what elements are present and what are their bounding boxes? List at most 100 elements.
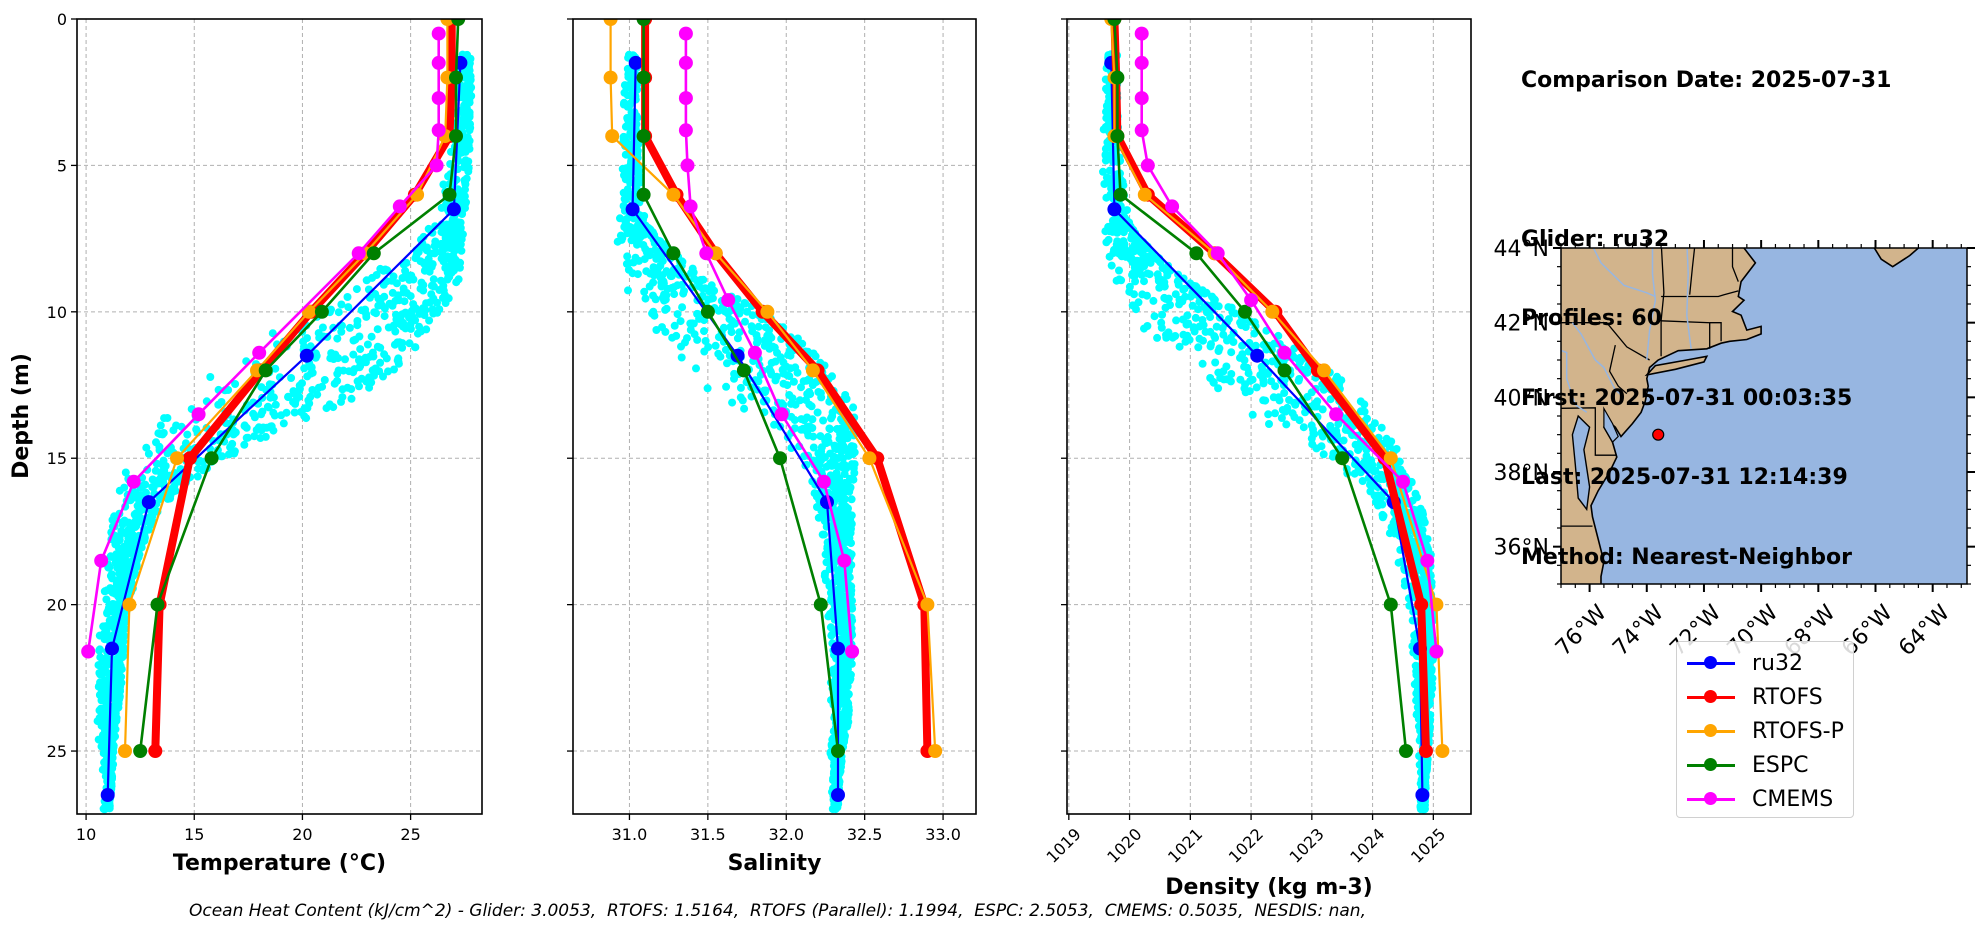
y-axis: 0 5 10 15 20 25	[47, 10, 77, 761]
glider-point	[700, 327, 708, 336]
glider-point	[1107, 261, 1116, 270]
glider-point	[677, 342, 685, 351]
glider-point	[463, 120, 472, 129]
glider-point	[842, 464, 851, 473]
x-tick-label: 1021	[1164, 824, 1206, 866]
lat-tick-label: 38°N	[1494, 461, 1549, 486]
glider-point	[793, 334, 802, 343]
series-ru32	[625, 55, 845, 802]
glider-point	[148, 483, 157, 492]
glider-point	[333, 376, 342, 385]
series-marker	[666, 246, 681, 261]
series-marker	[862, 451, 877, 466]
glider-point	[206, 373, 215, 381]
glider-point	[400, 297, 409, 306]
glider-point	[716, 352, 725, 361]
glider-point	[353, 321, 362, 330]
glider-point	[719, 323, 728, 332]
glider-point	[820, 572, 829, 580]
glider-point	[816, 389, 825, 398]
glider-point	[108, 588, 117, 597]
glider-point	[1236, 353, 1244, 362]
glider-point	[456, 240, 465, 249]
glider-point	[1102, 238, 1111, 247]
glider-point	[135, 505, 144, 514]
lon-tick-label: 76°W	[1551, 600, 1612, 661]
glider-point	[382, 354, 391, 363]
glider-point	[156, 468, 165, 477]
series-marker	[431, 26, 446, 41]
series-marker	[1210, 246, 1225, 261]
glider-point	[1339, 436, 1348, 445]
glider-point	[838, 673, 847, 682]
glider-point	[461, 156, 470, 165]
glider-point	[250, 432, 259, 441]
series-marker	[1419, 744, 1433, 758]
glider-point	[693, 309, 702, 318]
glider-point	[193, 472, 202, 481]
glider-point	[767, 368, 775, 377]
glider-point	[670, 290, 679, 299]
glider-point	[673, 310, 682, 319]
glider-point	[299, 337, 308, 346]
glider-point	[1394, 558, 1403, 567]
series-marker	[736, 363, 751, 378]
glider-point	[797, 425, 806, 434]
glider-point	[1268, 357, 1277, 366]
glider-point	[115, 632, 124, 641]
glider-point	[388, 301, 397, 310]
glider-point	[118, 518, 127, 527]
series-marker	[1250, 348, 1265, 363]
glider-location-marker	[1652, 428, 1665, 441]
series-marker	[182, 451, 197, 466]
series-marker	[666, 187, 681, 202]
glider-point	[1229, 338, 1238, 346]
glider-point	[1189, 323, 1198, 332]
series-cmems	[1134, 26, 1444, 659]
glider-point	[1186, 292, 1195, 301]
y-tick-label: 25	[47, 742, 67, 761]
land-layer	[1561, 248, 1920, 584]
glider-point	[1351, 440, 1360, 449]
glider-point	[462, 104, 471, 113]
glider-point	[723, 359, 731, 368]
glider-point	[722, 382, 731, 391]
river	[1686, 248, 1692, 349]
glider-point	[679, 289, 688, 298]
glider-point	[616, 231, 625, 240]
glider-point	[844, 449, 853, 457]
glider-point	[754, 337, 762, 346]
series-marker	[1435, 744, 1450, 758]
glider-point	[705, 287, 714, 296]
glider-point	[1282, 420, 1291, 429]
glider-point	[454, 231, 463, 240]
series-marker	[813, 597, 828, 612]
glider-point	[658, 293, 667, 302]
glider-point	[271, 364, 280, 373]
series-marker	[204, 451, 219, 466]
glider-point	[701, 337, 710, 345]
glider-point	[653, 269, 662, 277]
glider-point	[357, 374, 366, 383]
glider-point	[738, 396, 747, 405]
glider-point	[425, 298, 434, 307]
interpolation-method: Method: Nearest-Neighbor	[1521, 544, 1852, 570]
series-marker	[105, 641, 119, 656]
x-tick-label: 32.5	[847, 825, 883, 844]
glider-point	[726, 322, 735, 331]
glider-point	[624, 70, 633, 79]
glider-point	[1421, 769, 1430, 778]
glider-point	[461, 185, 469, 194]
glider-point	[704, 343, 713, 351]
series-marker	[1165, 199, 1180, 214]
glider-point	[463, 80, 472, 89]
info-box: Comparison Date: 2025-07-31 Glider: ru32…	[1521, 15, 1891, 598]
series-marker	[1335, 451, 1350, 466]
glider-point	[672, 331, 681, 340]
glider-point	[754, 377, 763, 386]
glider-point	[1250, 329, 1259, 338]
series-marker	[1277, 345, 1292, 360]
series-marker	[431, 123, 446, 138]
series-marker	[760, 304, 775, 319]
glider-point	[1334, 420, 1343, 429]
